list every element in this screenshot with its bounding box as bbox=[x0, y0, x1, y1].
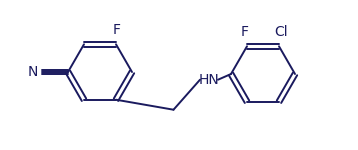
Text: Cl: Cl bbox=[274, 25, 288, 39]
Text: N: N bbox=[28, 65, 38, 79]
Text: HN: HN bbox=[199, 73, 219, 87]
Text: F: F bbox=[241, 25, 249, 39]
Text: F: F bbox=[113, 23, 121, 37]
